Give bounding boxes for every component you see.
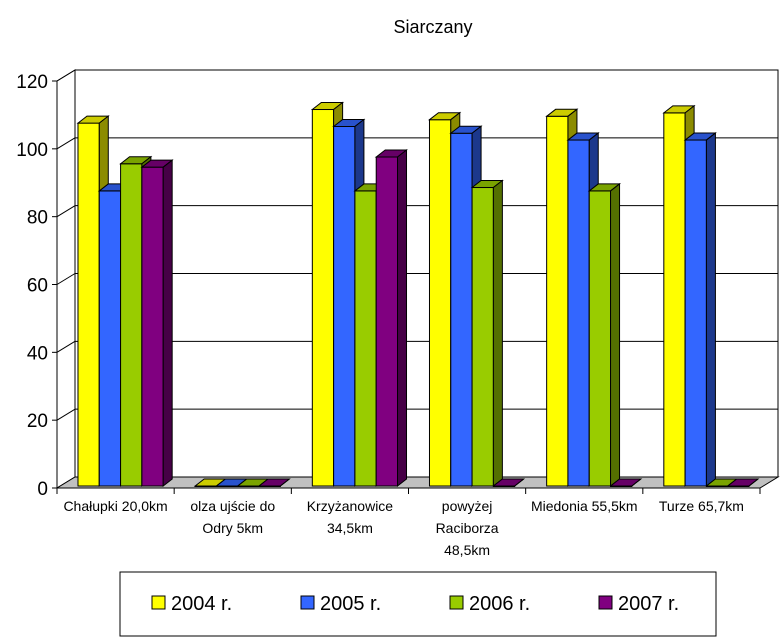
legend-label: 2006 r. bbox=[469, 593, 530, 615]
gridline-side bbox=[56, 205, 76, 218]
x-tick-label: Turze 65,7km bbox=[659, 498, 744, 514]
x-tick-label: Chałupki 20,0km bbox=[63, 498, 167, 514]
bar-side bbox=[492, 179, 503, 488]
legend-label: 2005 r. bbox=[320, 593, 381, 615]
legend-label: 2007 r. bbox=[618, 593, 679, 615]
x-tick-label: olza ujście do bbox=[190, 498, 275, 514]
x-tick-label: Krzyżanowice bbox=[307, 498, 394, 514]
bar-front bbox=[567, 139, 590, 487]
legend: 2004 r. 2005 r. 2006 r. 2007 r. bbox=[119, 571, 717, 637]
bar-front bbox=[120, 163, 143, 487]
bar-front bbox=[141, 166, 164, 487]
gridline-side bbox=[56, 340, 76, 353]
x-tick-label: 34,5km bbox=[327, 520, 373, 536]
bar-side bbox=[397, 148, 408, 488]
y-tick-label: 0 bbox=[37, 479, 48, 500]
legend-swatch bbox=[449, 595, 464, 610]
y-tick-label: 60 bbox=[27, 276, 48, 297]
gridline-side bbox=[56, 69, 76, 82]
bar-front bbox=[333, 125, 356, 487]
bar-front bbox=[311, 109, 335, 487]
bar-side bbox=[631, 478, 642, 487]
bar-front bbox=[428, 119, 452, 487]
bar bbox=[374, 148, 408, 488]
y-tick-label: 80 bbox=[27, 208, 48, 229]
legend-swatch bbox=[300, 595, 315, 610]
chart-title: Siarczany bbox=[393, 17, 472, 37]
x-tick-label: Miedonia 55,5km bbox=[531, 498, 638, 514]
bar-side bbox=[162, 159, 173, 488]
bar-front bbox=[375, 156, 399, 487]
bar-front bbox=[546, 115, 569, 487]
bar-front bbox=[450, 132, 473, 487]
y-tick-label: 100 bbox=[16, 140, 48, 161]
bar-front bbox=[77, 122, 100, 487]
gridline-side bbox=[56, 273, 76, 285]
legend-box bbox=[119, 571, 717, 637]
bar bbox=[491, 478, 526, 487]
bar-front bbox=[588, 190, 612, 487]
y-tick-label: 40 bbox=[27, 343, 48, 364]
bar-front bbox=[354, 190, 377, 487]
bar-front bbox=[663, 112, 686, 487]
bar bbox=[140, 159, 174, 488]
gridline-side bbox=[56, 137, 76, 150]
bar bbox=[587, 182, 622, 488]
bar-side bbox=[280, 478, 290, 487]
bar bbox=[683, 132, 717, 488]
plot-area: 0 20 40 60 80 100 120 Chałupki 20,0km olza ujści… bbox=[16, 69, 780, 558]
bar-front bbox=[684, 139, 707, 487]
bar bbox=[726, 478, 760, 487]
bar-front bbox=[471, 187, 494, 487]
gridline-side bbox=[56, 408, 76, 421]
bar bbox=[609, 478, 643, 487]
y-tick-label: 120 bbox=[16, 72, 48, 93]
bar-side bbox=[705, 132, 716, 488]
legend-label: 2004 r. bbox=[171, 593, 232, 615]
bar bbox=[257, 478, 291, 487]
legend-swatch bbox=[598, 595, 613, 610]
legend-swatch bbox=[151, 595, 166, 610]
x-tick-label: Odry 5km bbox=[202, 520, 263, 536]
x-tick-label: Raciborza bbox=[436, 520, 499, 536]
x-tick-label: powyżej bbox=[442, 498, 493, 514]
y-tick-label: 20 bbox=[27, 411, 48, 432]
bar bbox=[470, 179, 504, 488]
x-tick-label: 48,5km bbox=[444, 542, 490, 558]
bar-front bbox=[98, 190, 122, 487]
bar-side bbox=[748, 478, 759, 487]
bar-side bbox=[610, 182, 621, 488]
bar-side bbox=[514, 478, 524, 487]
